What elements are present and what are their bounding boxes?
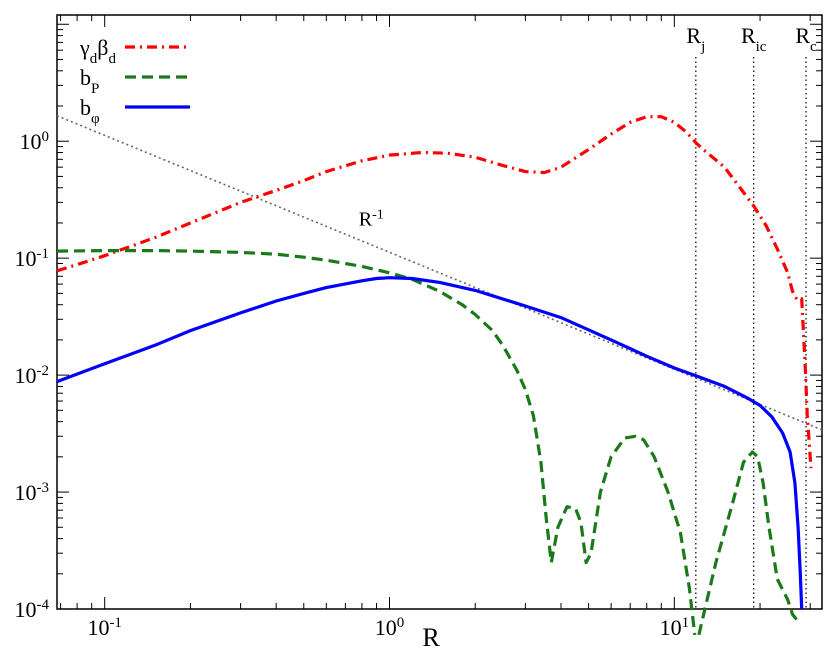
reference-line-label: R-1	[359, 207, 384, 231]
y-tick-label: 10-4	[15, 597, 50, 622]
vline-label-sub: ic	[756, 39, 767, 55]
vline-label-main: R	[795, 23, 810, 48]
vline-label-main: R	[686, 23, 701, 48]
tick-base: 10	[15, 597, 37, 622]
ticks	[57, 15, 822, 610]
legend-sub: P	[91, 81, 99, 97]
tick-exponent: 0	[397, 615, 405, 631]
vertical-line-label: Rj	[686, 23, 705, 55]
series-line-gamma	[56, 115, 813, 469]
tick-base: 10	[87, 615, 109, 640]
y-tick-label: 10-2	[15, 363, 50, 388]
series-line-bp	[56, 249, 697, 636]
x-tick-label: 101	[660, 615, 690, 640]
legend-sub2: d	[108, 51, 116, 67]
legend-label-gamma: γdβd	[79, 35, 116, 67]
tick-exponent: -1	[109, 615, 122, 631]
x-tick-label: 100	[375, 615, 405, 640]
legend-sub: d	[90, 51, 98, 67]
tick-exponent: 1	[682, 615, 690, 631]
tick-base: 10	[15, 480, 37, 505]
vline-label-sub: c	[810, 39, 817, 55]
tick-exponent: -2	[37, 363, 50, 379]
reference-label-main: R	[359, 209, 373, 231]
tick-base: 10	[15, 246, 37, 271]
y-tick-label: 10-3	[15, 480, 50, 505]
y-tick-label: 100	[20, 129, 50, 154]
vline-label-sub: j	[700, 39, 705, 55]
series-group	[56, 115, 813, 636]
legend-mid: β	[97, 35, 108, 60]
x-axis-label: R	[422, 623, 440, 652]
vertical-lines: Rj Ric Rc	[686, 23, 817, 609]
vertical-line-label: Ric	[741, 23, 767, 55]
legend-sub: φ	[91, 111, 100, 127]
reference-line: R-1	[56, 115, 823, 431]
reference-line-path	[56, 115, 823, 431]
legend-main: b	[80, 95, 91, 120]
tick-exponent: -4	[37, 597, 50, 613]
legend-label-bphi: bφ	[80, 95, 100, 127]
legend-label-bp: bP	[80, 65, 99, 97]
tick-base: 10	[20, 129, 42, 154]
tick-base: 10	[375, 615, 397, 640]
plot-frame	[56, 14, 823, 610]
legend-main: b	[80, 65, 91, 90]
series-line-bphi	[56, 276, 804, 610]
vline-label-main: R	[741, 23, 756, 48]
vertical-line-label: Rc	[795, 23, 817, 55]
tick-base: 10	[15, 363, 37, 388]
tick-base: 10	[660, 615, 682, 640]
legend-main: γ	[79, 35, 90, 60]
tick-exponent: 0	[42, 129, 50, 145]
x-tick-label: 10-1	[87, 615, 122, 640]
series-line-bp2	[697, 450, 799, 636]
tick-exponent: -3	[37, 480, 50, 496]
tick-exponent: -1	[37, 246, 50, 262]
y-tick-label: 10-1	[15, 246, 50, 271]
reference-label-exp: -1	[372, 207, 384, 222]
